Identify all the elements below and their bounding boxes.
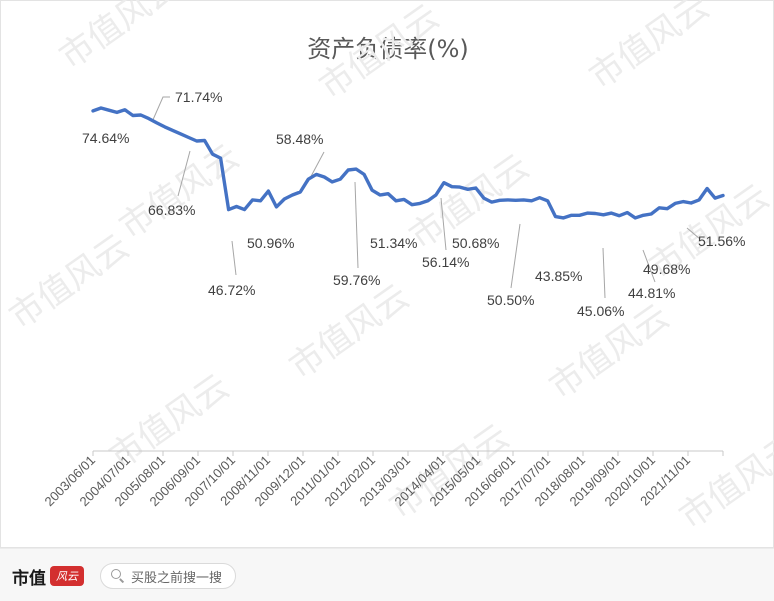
callout-leader-line	[440, 197, 447, 251]
brand-logo[interactable]: 市值 风云	[12, 565, 84, 589]
watermark-text: 市值风云	[282, 277, 416, 388]
data-label: 50.50%	[487, 292, 534, 308]
watermark-text: 市值风云	[312, 0, 446, 107]
callout-layer: 74.64% 71.74% 66.83% 46.72% 50.96% 58.48% 59.7…	[82, 89, 745, 319]
data-label: 50.96%	[247, 235, 294, 251]
callout-leader-line	[642, 249, 656, 283]
watermark-text: 市值风云	[2, 227, 136, 338]
data-label: 56.14%	[422, 254, 469, 270]
data-label: 50.68%	[452, 235, 499, 251]
series-layer	[91, 106, 725, 220]
data-label: 45.06%	[577, 303, 624, 319]
watermark-text: 市值风云	[582, 0, 716, 97]
watermark-text: 市值风云	[672, 427, 774, 538]
data-label: 59.76%	[333, 272, 380, 288]
footer-bar: 市值 风云 买股之前搜一搜	[0, 548, 774, 601]
search-box[interactable]: 买股之前搜一搜	[100, 563, 236, 589]
data-label: 44.81%	[628, 285, 675, 301]
search-icon	[111, 569, 125, 583]
data-label: 51.34%	[370, 235, 417, 251]
search-placeholder: 买股之前搜一搜	[131, 570, 223, 586]
data-label: 58.48%	[276, 131, 323, 147]
callout-leader-line	[602, 247, 606, 299]
chart-card: 资产负债率(%)	[0, 0, 774, 548]
brand-logo-badge: 风云	[50, 566, 84, 586]
data-label: 49.68%	[643, 261, 690, 277]
callout-leader-line	[231, 240, 237, 276]
callout-leader-line	[686, 227, 701, 240]
data-label: 46.72%	[208, 282, 255, 298]
series-line	[91, 106, 725, 220]
data-label: 51.56%	[698, 233, 745, 249]
data-label: 71.74%	[175, 89, 222, 105]
callout-leader-line	[510, 223, 521, 289]
callout-leader-line	[151, 96, 170, 123]
watermark-text: 市值风云	[52, 0, 186, 77]
callout-leader-line	[177, 150, 191, 197]
callout-leader-line	[354, 181, 359, 269]
data-label: 66.83%	[148, 202, 195, 218]
brand-name: 市值	[12, 568, 46, 589]
data-label: 74.64%	[82, 130, 129, 146]
data-label: 43.85%	[535, 268, 582, 284]
chart-title: 资产负债率(%)	[307, 35, 469, 63]
